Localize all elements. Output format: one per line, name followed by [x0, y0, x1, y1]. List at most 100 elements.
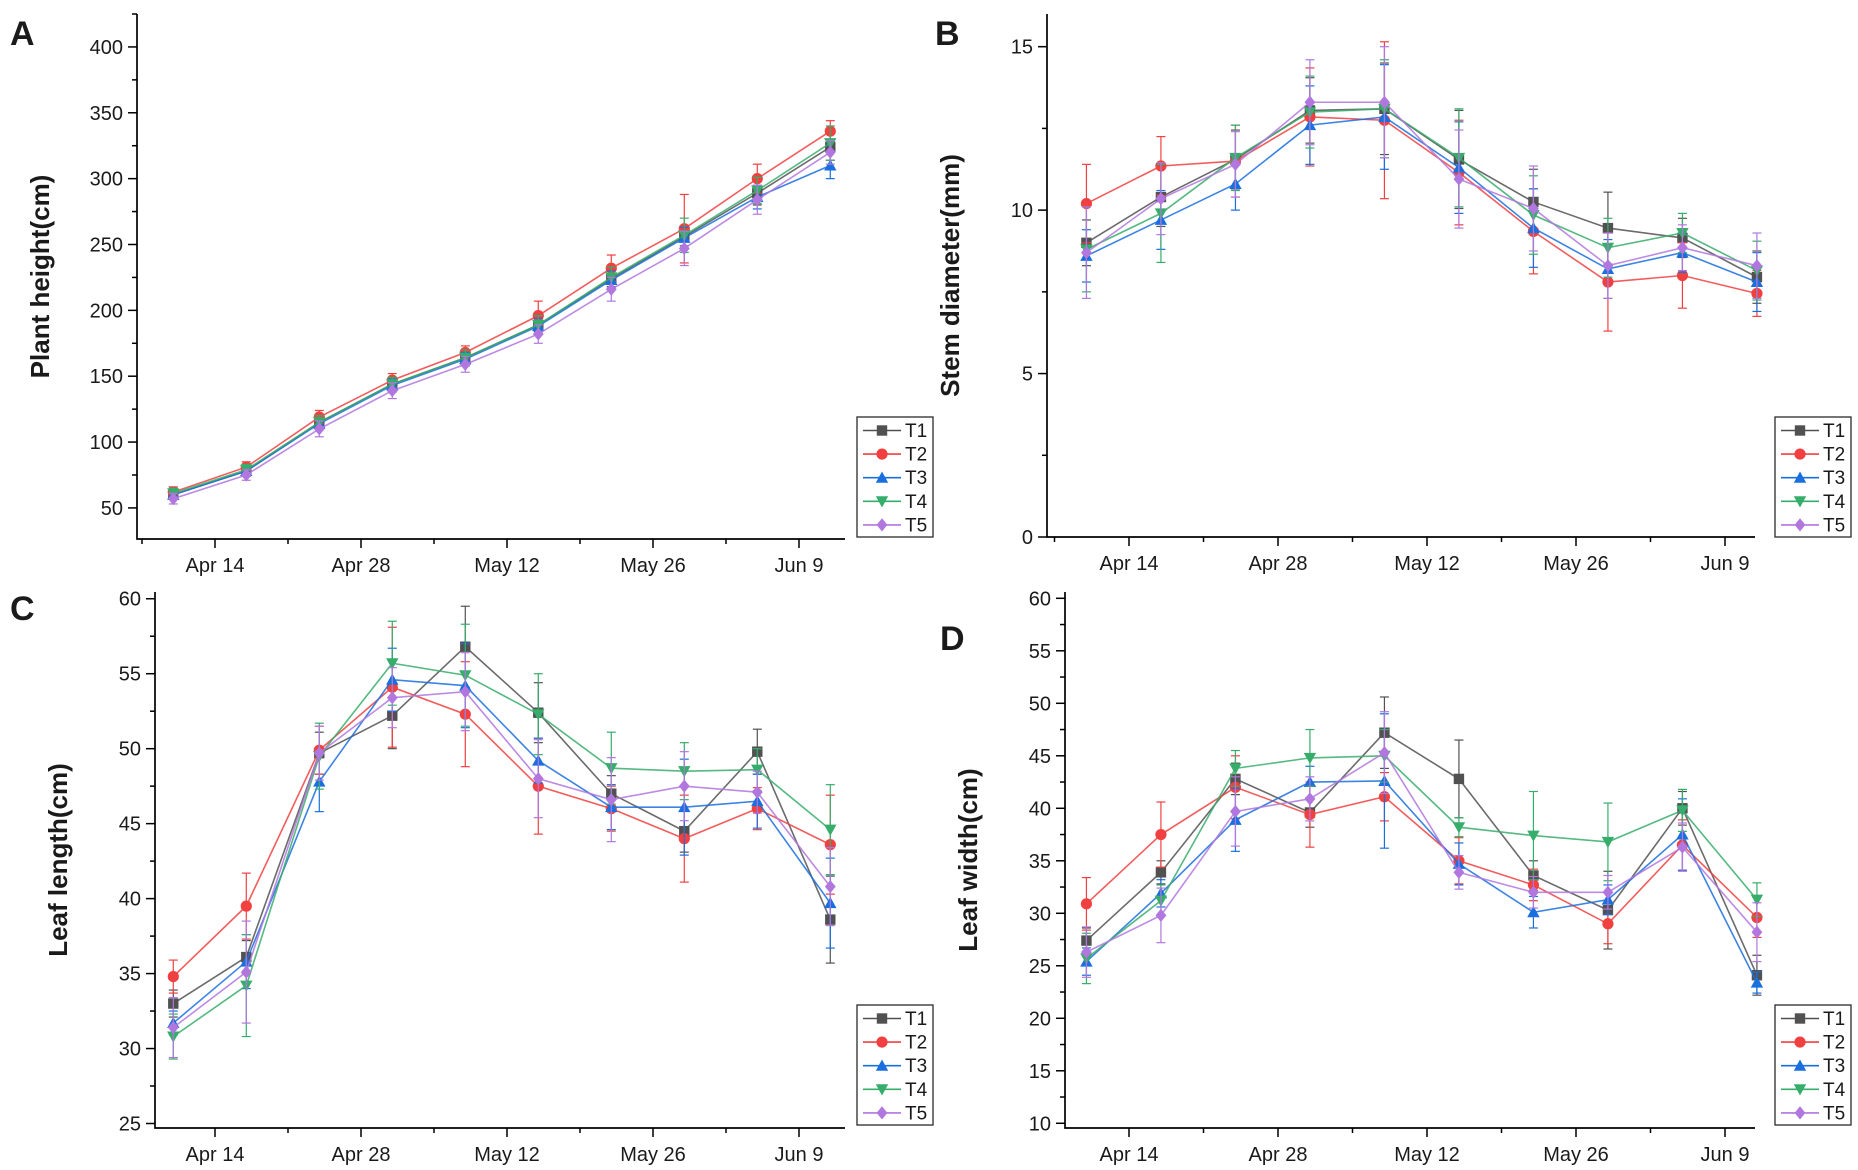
- series-T4-points: [167, 658, 837, 1043]
- series-T5-line: [1086, 751, 1758, 953]
- data-point-T5: [167, 492, 179, 506]
- y-tick-label: 10: [1029, 1113, 1051, 1135]
- data-point-T5: [1379, 746, 1390, 760]
- legend-marker-T2: [876, 448, 888, 460]
- data-point-T5: [240, 468, 252, 482]
- legend-marker-T5: [876, 518, 888, 532]
- x-tick-label: Apr 28: [332, 1144, 391, 1166]
- legend-marker-T3: [1793, 471, 1807, 483]
- series-T4-line: [1086, 107, 1758, 272]
- panel-D: 10 15 20 25 30 35 40 45 50 55 60 Apr 14 Apr 28 May 12…: [940, 588, 1852, 1166]
- data-point-T5: [1081, 945, 1092, 959]
- data-point-T5: [1602, 259, 1614, 273]
- axes: [1064, 592, 1755, 1129]
- y-tick-label: 25: [119, 1114, 141, 1136]
- data-point-T5: [1230, 804, 1241, 819]
- data-point-T4: [1527, 830, 1540, 842]
- data-point-T2: [240, 900, 252, 912]
- data-point-T5: [678, 241, 690, 256]
- legend-label: T3: [905, 1056, 927, 1077]
- x-axis-ticks: Apr 14 Apr 28 May 12 May 26 Jun 9: [186, 1128, 824, 1166]
- series-T2-line: [172, 686, 831, 978]
- series-T4-line: [173, 142, 831, 495]
- y-tick-label: 60: [119, 589, 141, 611]
- series-T1-errorbars: [168, 133, 835, 500]
- data-point-T4: [386, 658, 399, 670]
- series-T2-points: [1080, 781, 1763, 930]
- legend-item-T2: T2: [863, 445, 927, 466]
- y-tick-label: 50: [1029, 693, 1051, 715]
- y-axis-title: Stem diameter(mm): [935, 154, 965, 397]
- data-point-T3: [824, 159, 837, 171]
- legend-label: T1: [1823, 421, 1845, 442]
- series-T4-points: [1080, 103, 1764, 277]
- series-T2: [167, 120, 836, 498]
- data-point-T3: [1750, 976, 1764, 988]
- legend-label: T2: [1823, 445, 1845, 466]
- x-tick-label: Apr 28: [1249, 553, 1308, 575]
- series-T2-points: [167, 681, 836, 983]
- y-tick-label: 45: [119, 814, 141, 836]
- legend-label: T3: [905, 468, 927, 489]
- series-T1-line: [1085, 731, 1758, 976]
- axes: [136, 14, 845, 540]
- axes: [1046, 14, 1755, 538]
- legend-marker-T1: [1794, 425, 1806, 436]
- legend-item-T1: T1: [1781, 421, 1845, 442]
- x-tick-label: May 26: [620, 555, 686, 577]
- legend-item-T1: T1: [1781, 1009, 1845, 1030]
- y-tick-label: 40: [1029, 798, 1051, 820]
- y-axis-ticks: 25 30 35 40 45 50 55 60: [119, 589, 155, 1136]
- series-T3-errorbars: [168, 643, 835, 1036]
- y-tick-label: 40: [119, 889, 141, 911]
- data-point-T5: [824, 880, 836, 894]
- x-axis-ticks: Apr 14 Apr 28 May 12 May 26 Jun 9: [1053, 537, 1750, 575]
- axes: [154, 592, 845, 1129]
- legend-label: T5: [1823, 1103, 1845, 1124]
- legend-marker-T4: [1793, 496, 1807, 508]
- legend-label: T5: [1823, 515, 1845, 536]
- legend-marker-T5: [876, 1106, 888, 1120]
- series-T1-points: [168, 641, 836, 1009]
- data-point-T2: [1602, 918, 1614, 930]
- legend-item-T3: T3: [863, 468, 927, 489]
- legend-marker-T2: [876, 1036, 888, 1048]
- series-T1: [1081, 696, 1763, 996]
- series-T2-line: [173, 130, 831, 493]
- series-T3-line: [1085, 780, 1758, 983]
- data-point-T4: [824, 824, 837, 836]
- y-tick-label: 25: [1029, 956, 1051, 978]
- y-axis-title: Leaf width(cm): [953, 768, 983, 951]
- legend-label: T1: [905, 1009, 927, 1030]
- x-tick-label: Apr 14: [1100, 1144, 1159, 1166]
- x-tick-label: Jun 9: [1701, 553, 1750, 575]
- legend-marker-T4: [875, 1084, 889, 1096]
- x-tick-label: May 12: [1394, 553, 1460, 575]
- data-point-T4: [532, 709, 545, 721]
- legend-label: T1: [905, 421, 927, 442]
- data-point-T5: [1677, 241, 1688, 255]
- x-tick-label: Jun 9: [775, 1144, 824, 1166]
- y-axis-title: Plant height(cm): [25, 175, 55, 379]
- y-tick-label: 45: [1029, 746, 1051, 768]
- x-tick-label: Apr 28: [332, 555, 391, 577]
- data-point-T5: [1453, 172, 1465, 186]
- legend-item-T3: T3: [863, 1056, 927, 1077]
- legend-item-T5: T5: [863, 1103, 927, 1124]
- data-point-T5: [1379, 95, 1390, 109]
- x-tick-label: May 26: [620, 1144, 686, 1166]
- legend-item-T5: T5: [1781, 515, 1845, 536]
- data-point-T3: [1527, 906, 1540, 918]
- y-tick-label: 30: [119, 1039, 141, 1061]
- y-tick-label: 35: [1029, 851, 1051, 873]
- x-tick-label: May 26: [1543, 1144, 1609, 1166]
- series-T4-errorbars: [168, 620, 835, 1060]
- y-tick-label: 5: [1022, 364, 1033, 386]
- legend-marker-T3: [875, 1059, 889, 1071]
- series-T1-line: [172, 645, 832, 1005]
- y-tick-label: 50: [119, 739, 141, 761]
- data-point-T2: [1080, 898, 1093, 910]
- series-T5-errorbars: [1081, 46, 1762, 299]
- panel-letter-A: A: [10, 15, 35, 53]
